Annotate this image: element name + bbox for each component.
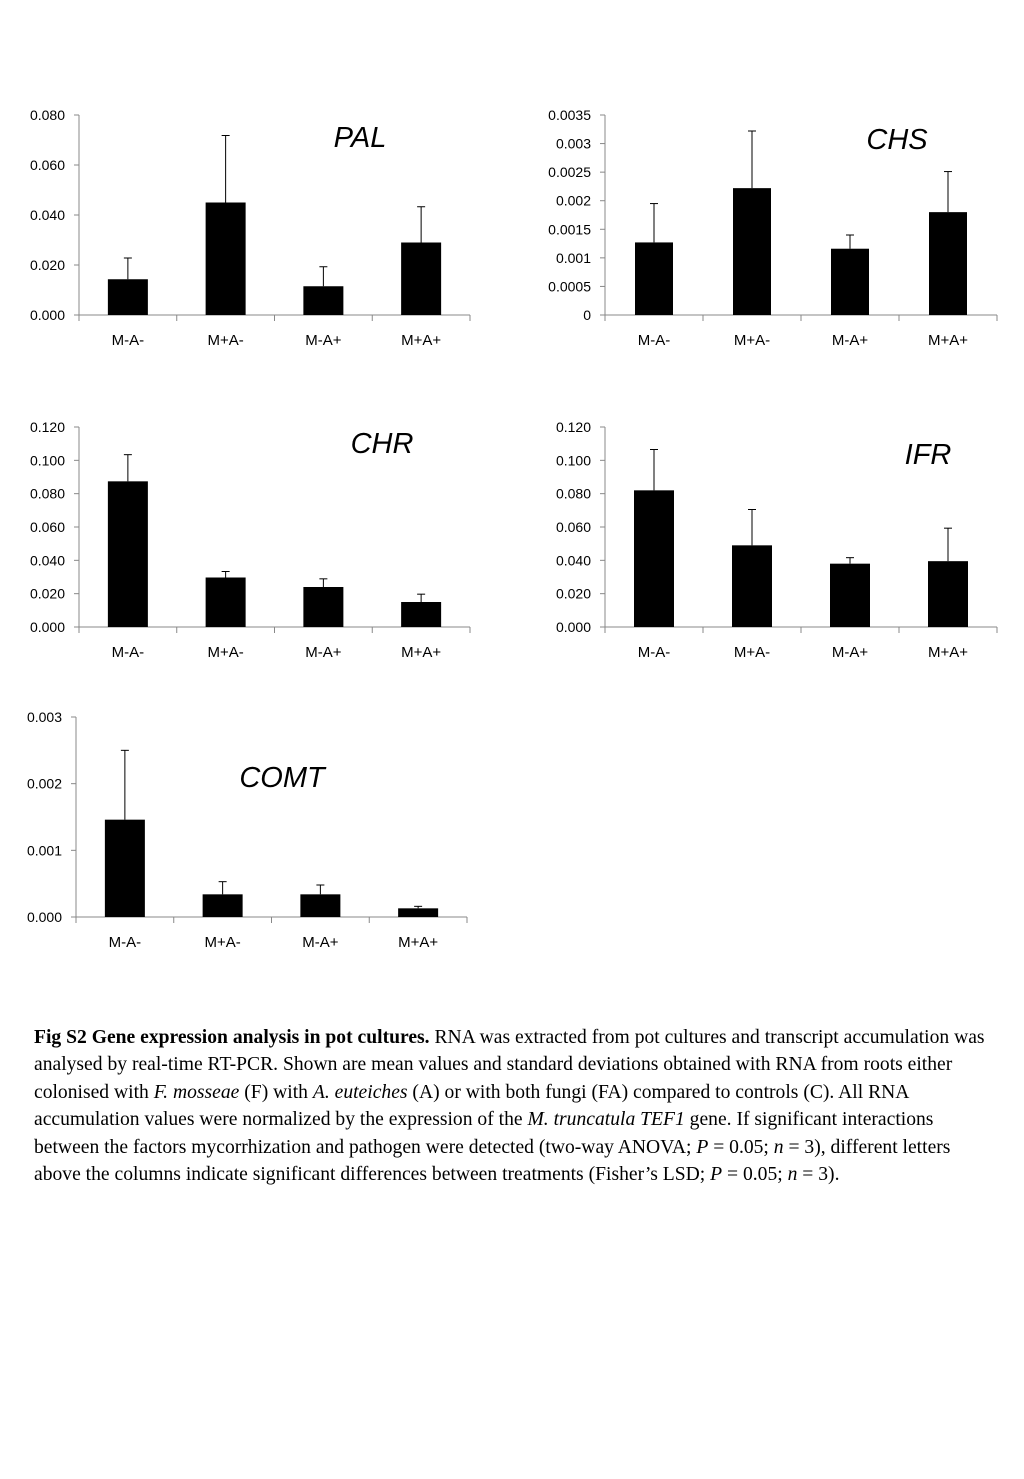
bar-comt (104, 819, 145, 917)
y-tick-label-ifr: 0.060 (556, 519, 591, 535)
bar-ifr (732, 545, 772, 627)
caption-text-3: (A) or with both fungi (FA) compared to … (34, 1081, 909, 1131)
y-tick-label-chr: 0.100 (30, 452, 65, 468)
y-tick-label-pal: 0.080 (30, 107, 65, 123)
chart-title-ifr: IFR (905, 439, 952, 471)
chart-title-chs: CHS (866, 124, 928, 156)
x-tick-label-chr: M+A- (207, 644, 243, 661)
bar-chr (107, 481, 148, 627)
x-tick-label-pal: M+A+ (401, 332, 441, 349)
x-tick-label-comt: M-A+ (302, 934, 338, 951)
y-tick-label-comt: 0.000 (27, 909, 62, 925)
x-tick-label-chs: M+A- (734, 332, 770, 349)
y-tick-label-ifr: 0.100 (556, 452, 591, 468)
bar-ifr (634, 490, 674, 627)
y-tick-label-chs: 0 (583, 307, 591, 323)
x-tick-label-ifr: M-A- (638, 644, 671, 661)
figure-caption: Fig S2 Gene expression analysis in pot c… (34, 1024, 994, 1188)
x-tick-label-ifr: M+A- (734, 644, 770, 661)
caption-italic-1: F. mosseae (153, 1081, 240, 1103)
bar-chr (205, 577, 246, 627)
y-tick-label-ifr: 0.000 (556, 619, 591, 635)
y-tick-label-comt: 0.001 (27, 842, 62, 858)
caption-text-7: = 0.05; (722, 1164, 788, 1186)
y-tick-label-chr: 0.020 (30, 586, 65, 602)
caption-text-2: (F) with (239, 1081, 313, 1103)
x-tick-label-chs: M+A+ (928, 332, 968, 349)
x-tick-label-pal: M-A- (112, 332, 145, 349)
bar-comt (300, 894, 341, 917)
bar-chs (831, 248, 869, 315)
x-tick-label-chr: M-A+ (305, 644, 341, 661)
figure-charts: 0.000 0.020 0.040 0.060 0.080 M-A- M+A- M-A+ M+A… (27, 107, 998, 951)
x-tick-label-chr: M-A- (112, 644, 145, 661)
bar-comt (202, 894, 243, 917)
y-tick-label-chr: 0.000 (30, 619, 65, 635)
bar-pal (401, 242, 442, 315)
y-tick-label-comt: 0.003 (27, 709, 62, 725)
caption-italic-4: P (696, 1136, 709, 1158)
bar-ifr (928, 561, 968, 627)
caption-bold: Fig S2 Gene expression analysis in pot c… (34, 1027, 430, 1048)
caption-italic-7: n (787, 1164, 798, 1186)
x-tick-label-chs: M-A- (638, 332, 671, 349)
y-tick-label-pal: 0.060 (30, 157, 65, 173)
x-tick-label-comt: M+A- (204, 934, 240, 951)
y-tick-label-chs: 0.0005 (548, 278, 591, 294)
bar-pal (205, 202, 246, 315)
y-tick-label-chs: 0.001 (556, 250, 591, 266)
x-tick-label-chr: M+A+ (401, 644, 441, 661)
y-tick-label-pal: 0.040 (30, 207, 65, 223)
y-tick-label-pal: 0.020 (30, 257, 65, 273)
bar-chr (303, 587, 344, 627)
bar-pal (303, 286, 344, 315)
bar-chs (929, 212, 967, 315)
bar-comt (398, 908, 439, 917)
y-tick-label-chs: 0.0025 (548, 164, 591, 180)
chart-title-comt: COMT (239, 762, 327, 794)
y-tick-label-chs: 0.003 (556, 136, 591, 152)
caption-text-1: RNA was extracted from pot cultures and … (34, 1027, 985, 1103)
y-tick-label-ifr: 0.020 (556, 586, 591, 602)
x-tick-label-comt: M+A+ (398, 934, 438, 951)
y-tick-label-chr: 0.060 (30, 519, 65, 535)
y-tick-label-ifr: 0.120 (556, 419, 591, 435)
bar-chr (401, 602, 442, 627)
caption-italic-5: n (773, 1136, 784, 1158)
y-tick-label-chr: 0.080 (30, 486, 65, 502)
x-tick-label-comt: M-A- (109, 934, 142, 951)
y-tick-label-comt: 0.002 (27, 776, 62, 792)
y-tick-label-chr: 0.040 (30, 552, 65, 568)
x-tick-label-chs: M-A+ (832, 332, 868, 349)
caption-text-5: = 0.05; (708, 1136, 774, 1158)
bar-chs (635, 242, 673, 315)
bar-ifr (830, 563, 870, 627)
y-tick-label-chs: 0.002 (556, 193, 591, 209)
x-tick-label-pal: M-A+ (305, 332, 341, 349)
caption-text-4: gene. If significant interactions betwee… (34, 1109, 934, 1158)
chart-title-chr: CHR (351, 428, 414, 460)
y-tick-label-chs: 0.0015 (548, 221, 591, 237)
x-tick-label-ifr: M-A+ (832, 644, 868, 661)
y-tick-label-pal: 0.000 (30, 307, 65, 323)
bar-pal (107, 279, 148, 315)
chart-title-pal: PAL (334, 122, 387, 154)
caption-italic-6: P (710, 1164, 723, 1186)
caption-text-6: = 3), different letters above the column… (34, 1136, 951, 1186)
x-tick-label-ifr: M+A+ (928, 644, 968, 661)
caption-italic-2: A. euteiches (312, 1081, 408, 1103)
caption-text-8: = 3). (797, 1164, 840, 1186)
y-tick-label-ifr: 0.080 (556, 486, 591, 502)
y-tick-label-chr: 0.120 (30, 419, 65, 435)
bar-chs (733, 188, 771, 315)
x-tick-label-pal: M+A- (207, 332, 243, 349)
y-tick-label-chs: 0.0035 (548, 107, 591, 123)
y-tick-label-ifr: 0.040 (556, 552, 591, 568)
caption-italic-3: M. truncatula TEF1 (527, 1109, 685, 1131)
